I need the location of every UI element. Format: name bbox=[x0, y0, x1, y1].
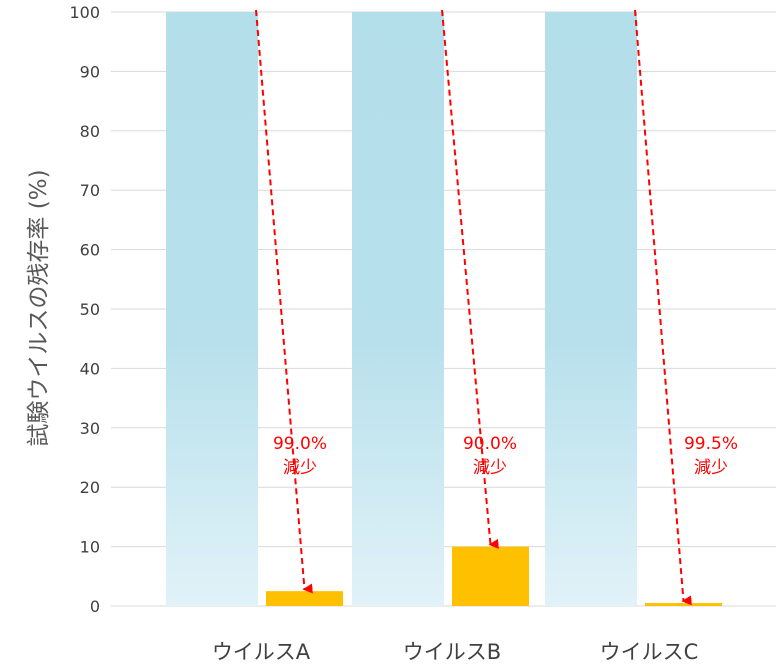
y-tick-label: 90 bbox=[80, 62, 100, 81]
y-axis-ticks: 0 10 20 30 40 50 60 70 80 90 100 bbox=[69, 3, 100, 616]
y-tick-label: 50 bbox=[80, 300, 100, 319]
annotations: 99.0% 減少 90.0% 減少 99.5% 減少 bbox=[273, 434, 738, 478]
reduction-label: 減少 bbox=[694, 458, 728, 478]
y-tick-label: 30 bbox=[80, 419, 100, 438]
y-tick-label: 20 bbox=[80, 478, 100, 497]
y-tick-label: 70 bbox=[80, 181, 100, 200]
bar-after bbox=[645, 603, 722, 606]
y-tick-label: 40 bbox=[80, 359, 100, 378]
reduction-label: 減少 bbox=[473, 458, 507, 478]
y-tick-label: 100 bbox=[69, 3, 100, 22]
reduction-arrow bbox=[256, 10, 305, 589]
reduction-percent: 90.0% bbox=[463, 434, 517, 454]
y-tick-label: 80 bbox=[80, 122, 100, 141]
category-label: ウイルスB bbox=[403, 640, 501, 664]
category-label: ウイルスA bbox=[212, 640, 311, 664]
bar-after bbox=[452, 547, 529, 606]
category-label: ウイルスC bbox=[600, 640, 699, 664]
y-tick-label: 60 bbox=[80, 241, 100, 260]
reduction-label: 減少 bbox=[283, 458, 317, 478]
bar-before bbox=[166, 12, 258, 606]
reduction-percent: 99.5% bbox=[684, 434, 738, 454]
bar-before bbox=[545, 12, 637, 606]
y-tick-label: 0 bbox=[90, 597, 100, 616]
y-axis-label: 試験ウイルスの残存率 (%) bbox=[26, 169, 52, 446]
reduction-percent: 99.0% bbox=[273, 434, 327, 454]
bar-after bbox=[266, 591, 343, 606]
bar-before bbox=[352, 12, 444, 606]
x-axis-categories: ウイルスA ウイルスB ウイルスC bbox=[212, 640, 699, 664]
reduction-arrow bbox=[635, 10, 684, 601]
y-tick-label: 10 bbox=[80, 538, 100, 557]
